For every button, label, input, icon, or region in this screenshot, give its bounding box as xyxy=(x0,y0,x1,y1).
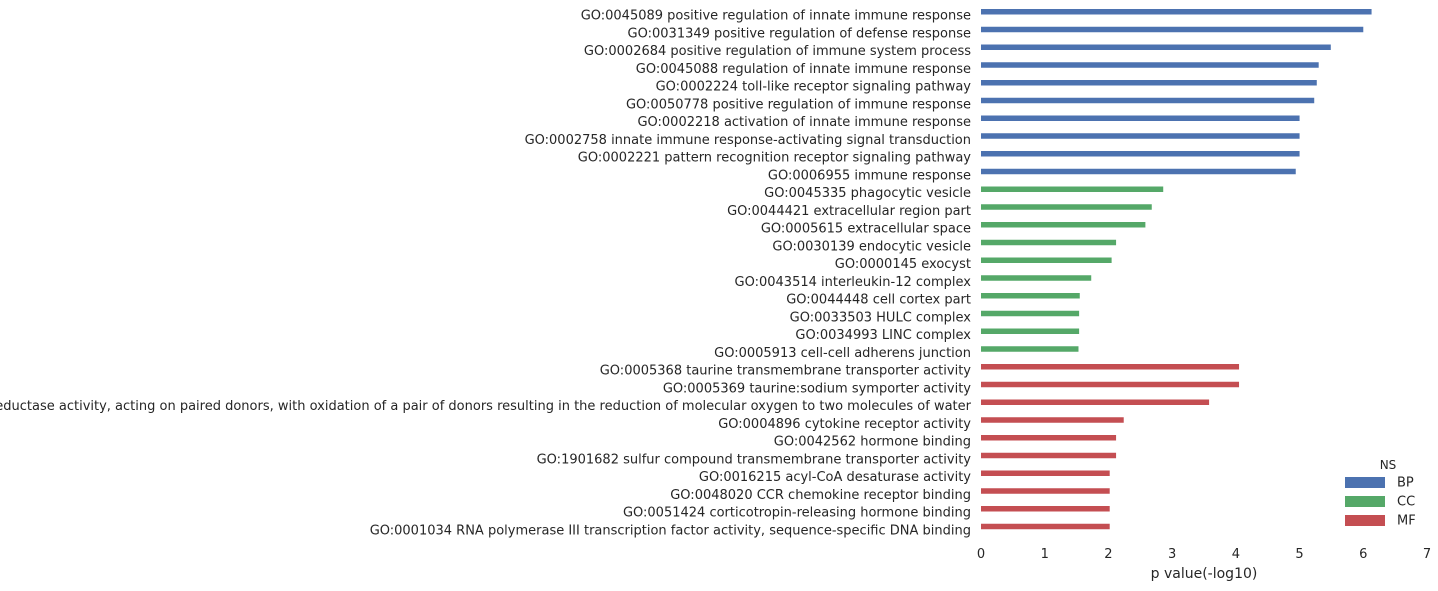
bar-bp xyxy=(981,9,1372,15)
bar-mf xyxy=(981,452,1117,459)
category-label: GO:0002224 toll-like receptor signaling … xyxy=(656,80,972,95)
bar-bp xyxy=(981,26,1364,33)
legend-swatch-bp xyxy=(1345,477,1385,488)
category-label: GO:0045088 regulation of innate immune r… xyxy=(636,62,971,77)
legend-label-cc: CC xyxy=(1397,495,1415,510)
category-label: GO:0030139 endocytic vesicle xyxy=(772,239,971,254)
bar-mf xyxy=(981,417,1124,423)
category-label: GO:1901682 sulfur compound transmembrane… xyxy=(537,452,972,467)
category-label: GO:0044421 extracellular region part xyxy=(727,204,971,219)
category-label: GO:0001034 RNA polymerase III transcript… xyxy=(370,523,971,538)
category-label: GO:0042562 hormone binding xyxy=(774,435,971,450)
legend-title: NS xyxy=(1380,458,1397,472)
bar-mf xyxy=(981,523,1110,530)
category-label: GO:0043514 interleukin-12 complex xyxy=(735,275,972,290)
x-tick-label: 5 xyxy=(1295,547,1303,562)
bar-cc xyxy=(981,346,1079,352)
x-tick-label: 0 xyxy=(977,547,985,562)
bar-bp xyxy=(981,151,1300,157)
bar-mf xyxy=(981,381,1240,388)
bar-bp xyxy=(981,44,1331,50)
bar-mf xyxy=(981,470,1110,476)
bar-cc xyxy=(981,222,1146,228)
bar-mf xyxy=(981,399,1210,405)
category-label: GO:0016215 acyl-CoA desaturase activity xyxy=(699,470,971,485)
category-label: GO:0044448 cell cortex part xyxy=(786,293,971,308)
x-tick-label: 4 xyxy=(1232,547,1240,562)
category-label: GO:0016717 oxidoreductase activity, acti… xyxy=(0,399,972,414)
bar-mf xyxy=(981,435,1117,441)
category-label: GO:0045089 positive regulation of innate… xyxy=(581,9,971,24)
category-label: GO:0050778 positive regulation of immune… xyxy=(626,97,971,112)
category-label: GO:0002221 pattern recognition receptor … xyxy=(578,151,972,166)
category-label: GO:0051424 corticotropin-releasing hormo… xyxy=(623,506,971,521)
category-label: GO:0048020 CCR chemokine receptor bindin… xyxy=(670,488,971,503)
x-tick-label: 3 xyxy=(1168,547,1176,562)
bar-cc xyxy=(981,310,1080,317)
x-tick-label: 2 xyxy=(1104,547,1112,562)
bar-bp xyxy=(981,115,1300,121)
bar-cc xyxy=(981,293,1080,299)
x-tick-label: 7 xyxy=(1423,547,1431,562)
bar-cc xyxy=(981,186,1164,192)
x-axis-title: p value(-log10) xyxy=(1151,566,1258,582)
bar-bp xyxy=(981,97,1315,104)
bar-cc xyxy=(981,204,1152,210)
bar-bp xyxy=(981,80,1317,86)
category-label: GO:0002218 activation of innate immune r… xyxy=(637,115,971,130)
category-label: GO:0045335 phagocytic vesicle xyxy=(764,186,971,201)
x-tick-label: 6 xyxy=(1359,547,1367,562)
bar-cc xyxy=(981,257,1112,263)
legend: NS BP CC MF xyxy=(1345,458,1416,529)
bar-cc xyxy=(981,275,1092,281)
category-label: GO:0002758 innate immune response-activa… xyxy=(525,133,971,148)
category-label: GO:0034993 LINC complex xyxy=(795,328,971,343)
legend-swatch-cc xyxy=(1345,496,1385,507)
category-label: GO:0005368 taurine transmembrane transpo… xyxy=(600,364,972,379)
bar-mf xyxy=(981,364,1240,370)
category-label: GO:0006955 immune response xyxy=(768,168,971,183)
bar-mf xyxy=(981,506,1110,512)
category-label: GO:0002684 positive regulation of immune… xyxy=(584,44,971,59)
category-label: GO:0031349 positive regulation of defens… xyxy=(628,26,971,41)
bars-layer xyxy=(981,9,1372,530)
legend-label-bp: BP xyxy=(1397,476,1414,491)
category-label: GO:0033503 HULC complex xyxy=(790,310,972,325)
category-label: GO:0005369 taurine:sodium symporter acti… xyxy=(663,381,971,396)
category-label: GO:0005913 cell-cell adherens junction xyxy=(714,346,971,361)
category-labels-layer: GO:0045089 positive regulation of innate… xyxy=(0,9,972,539)
legend-swatch-mf xyxy=(1345,515,1385,526)
category-label: GO:0004896 cytokine receptor activity xyxy=(718,417,971,432)
bar-cc xyxy=(981,328,1080,334)
x-axis: 0 1 2 3 4 5 6 7 xyxy=(977,547,1431,562)
bar-cc xyxy=(981,239,1117,246)
bar-bp xyxy=(981,168,1296,175)
bar-mf xyxy=(981,488,1110,494)
bar-bp xyxy=(981,133,1300,139)
category-label: GO:0000145 exocyst xyxy=(835,257,971,272)
bar-bp xyxy=(981,62,1319,68)
category-label: GO:0005615 extracellular space xyxy=(761,222,971,237)
legend-label-mf: MF xyxy=(1397,514,1416,529)
x-tick-label: 1 xyxy=(1041,547,1049,562)
